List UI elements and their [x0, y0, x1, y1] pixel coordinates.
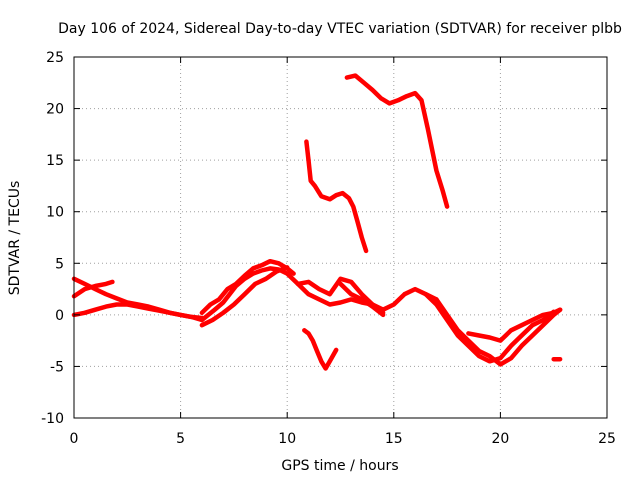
y-tick-label: 10 — [46, 205, 64, 221]
x-tick-label: 5 — [176, 431, 185, 447]
chart-title: Day 106 of 2024, Sidereal Day-to-day VTE… — [58, 21, 622, 37]
x-tick-label: 25 — [598, 431, 616, 447]
series-track-13 — [302, 328, 339, 371]
series-track-15 — [344, 73, 450, 209]
series-track-14 — [304, 139, 369, 254]
x-tick-label: 20 — [491, 431, 509, 447]
y-tick-label: 15 — [46, 153, 64, 169]
series-track-5 — [199, 258, 296, 316]
series-track-9 — [434, 297, 563, 367]
series-track-8 — [338, 281, 386, 318]
series-track-10 — [423, 291, 556, 364]
y-tick-label: 0 — [55, 308, 64, 324]
series-track-6 — [199, 265, 290, 328]
x-tick-label: 15 — [385, 431, 403, 447]
axis-ticks: 0 5 10 15 20 25 -10 -5 0 5 10 15 20 25 — [41, 50, 616, 447]
y-tick-label: -10 — [41, 411, 64, 427]
series-track-2 — [71, 302, 205, 323]
plot-frame — [73, 56, 608, 419]
y-tick-label: -5 — [50, 359, 64, 375]
series-track-4 — [199, 266, 439, 323]
y-tick-label: 5 — [55, 256, 64, 272]
y-axis-label: SDTVAR / TECUs — [7, 181, 23, 296]
y-tick-label: 20 — [46, 102, 64, 118]
y-tick-label: 25 — [46, 50, 64, 66]
series-track-7 — [295, 276, 386, 316]
series-track-3 — [71, 279, 115, 299]
data-series — [71, 73, 563, 371]
grid — [74, 57, 607, 418]
x-tick-label: 10 — [278, 431, 296, 447]
x-tick-label: 0 — [70, 431, 79, 447]
x-axis-label: GPS time / hours — [281, 458, 398, 474]
series-track-11 — [466, 307, 563, 343]
